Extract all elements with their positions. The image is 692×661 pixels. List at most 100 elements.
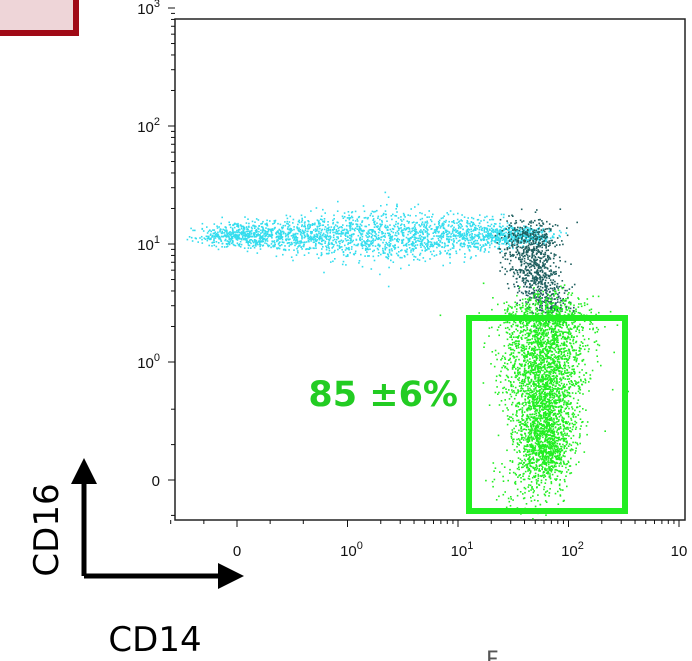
cyan-population-point [297, 251, 299, 254]
cyan-population-point [384, 244, 387, 246]
cyan-population-point [488, 233, 491, 235]
cyan-population-point [290, 241, 293, 244]
cyan-population-point [461, 225, 463, 228]
cyan-population-point [316, 253, 318, 256]
cyan-population-point [271, 228, 274, 230]
green-population-point [540, 475, 543, 478]
cyan-population-point [501, 230, 503, 233]
green-population-point [529, 369, 532, 372]
teal-population-point [550, 272, 552, 275]
cyan-population-point [287, 232, 290, 235]
cyan-population-point [436, 226, 438, 229]
cyan-population-point [394, 244, 396, 246]
teal-population-point [530, 265, 532, 268]
cyan-population-point [230, 234, 232, 237]
cyan-population-point [526, 226, 528, 228]
cyan-population-point [325, 229, 328, 231]
cyan-population-point [534, 234, 536, 236]
teal-population-point [538, 290, 541, 293]
cyan-population-point [245, 222, 248, 224]
green-population-point [534, 405, 537, 408]
cyan-population-point [282, 226, 284, 229]
teal-population-point [530, 259, 532, 262]
cyan-population-point [429, 224, 432, 227]
cyan-population-point [345, 235, 347, 237]
cyan-population-point [314, 235, 316, 238]
cyan-population-point [240, 238, 243, 240]
green-population-point [517, 463, 520, 466]
cyan-population-point [510, 235, 512, 237]
cyan-population-point [420, 231, 422, 234]
cyan-population-point [418, 259, 421, 261]
cyan-population-point [421, 244, 424, 247]
green-population-point [533, 418, 536, 420]
cyan-population-point [412, 243, 414, 245]
cyan-population-point [486, 227, 489, 230]
cyan-population-point [408, 237, 411, 240]
teal-population-point [553, 305, 555, 307]
cyan-population-point [448, 231, 451, 233]
green-population-point [498, 374, 501, 376]
green-population-point [563, 410, 565, 413]
cyan-population-point [460, 219, 462, 221]
cyan-population-point [326, 232, 329, 234]
cyan-population-point [408, 244, 410, 246]
cyan-population-point [350, 239, 352, 241]
cyan-population-point [424, 250, 426, 252]
cyan-population-point [321, 237, 323, 239]
cyan-population-point [212, 234, 214, 237]
teal-population-point [558, 275, 560, 277]
green-population-point [526, 424, 528, 427]
cyan-population-point [414, 227, 417, 229]
green-population-point [544, 375, 547, 377]
green-population-point [513, 366, 516, 368]
green-population-point [558, 362, 561, 364]
green-population-point [529, 471, 532, 473]
cyan-population-point [219, 230, 221, 233]
green-population-point [531, 444, 534, 447]
cyan-population-point [290, 235, 293, 237]
teal-population-point [520, 241, 522, 244]
teal-population-point [539, 257, 541, 259]
cyan-population-point [447, 225, 450, 227]
teal-population-point [505, 228, 507, 230]
cyan-population-point [415, 241, 417, 243]
green-population-point [532, 394, 535, 397]
cyan-population-point [270, 228, 272, 231]
cyan-population-point [397, 222, 400, 225]
cyan-population-point [348, 218, 351, 221]
teal-population-point [540, 267, 543, 269]
cyan-population-point [350, 235, 353, 238]
cyan-population-point [326, 227, 328, 230]
cyan-population-point [228, 237, 231, 240]
teal-population-point [545, 296, 548, 298]
cyan-population-point [286, 217, 289, 220]
green-population-point [541, 458, 543, 461]
cyan-population-point [426, 233, 429, 235]
green-population-point [528, 450, 531, 453]
cyan-population-point [489, 229, 491, 232]
teal-population-point [556, 237, 559, 239]
cyan-population-point [235, 236, 237, 238]
teal-population-point [534, 231, 536, 234]
cyan-population-point [329, 232, 331, 234]
green-population-point [552, 466, 555, 469]
green-population-point [552, 449, 555, 452]
cyan-population-point [401, 249, 403, 251]
cyan-population-point [277, 230, 279, 233]
teal-population-point [553, 253, 556, 255]
cyan-population-point [496, 232, 498, 235]
cyan-population-point [405, 251, 408, 253]
green-population-point [532, 429, 534, 432]
cyan-population-point [529, 228, 531, 230]
teal-population-point [540, 283, 542, 285]
cyan-population-point [215, 241, 218, 243]
cyan-population-point [247, 218, 249, 220]
teal-population-point [512, 215, 514, 217]
cyan-population-point [283, 241, 285, 244]
green-population-point [559, 310, 562, 312]
green-population-point [545, 449, 547, 452]
cyan-population-point [528, 241, 531, 244]
green-population-point [549, 382, 551, 385]
green-population-point [572, 415, 575, 417]
